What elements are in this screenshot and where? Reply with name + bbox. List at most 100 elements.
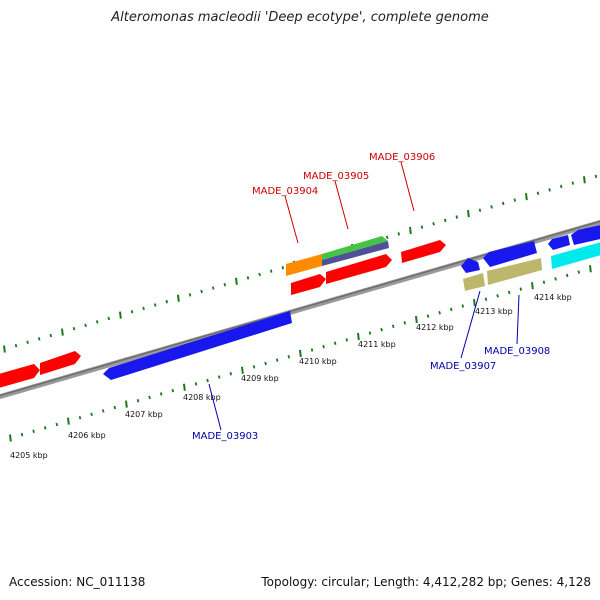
kbp-label: 4211 kbp [358,340,396,349]
tick-minor [559,184,563,189]
gene-arrow-made-03905-b[interactable] [322,241,389,266]
gene-label-made-03905[interactable]: MADE_03905 [303,171,369,182]
tick-minor [211,286,215,290]
kbp-label: 4209 kbp [241,374,279,383]
tick-minor [275,358,279,362]
tick-major [473,298,476,307]
tick-major [357,332,360,341]
tick-minor [113,405,117,410]
tick-major [125,400,128,408]
gene-arrow[interactable] [40,351,81,375]
tick-major [525,193,528,201]
tick-minor [438,311,441,315]
tick-minor [403,321,407,325]
gene-arrow-made-03908[interactable] [487,258,542,285]
tick-minor [519,287,523,291]
tick-major [409,226,412,235]
tick-minor [188,293,192,297]
gene-label-made-03906[interactable]: MADE_03906 [369,152,435,163]
tick-major [61,328,64,336]
genome-summary-text: Topology: circular; Length: 4,412,282 bp… [261,575,591,589]
kbp-label: 4207 kbp [125,410,163,419]
tick-major [415,315,418,324]
gene-arrow[interactable] [0,364,40,389]
tick-minor [229,371,233,376]
tick-minor [130,310,134,314]
gene-arrow[interactable] [291,274,326,295]
tick-minor [43,426,47,430]
gene-arrow[interactable] [571,224,600,245]
tick-minor [258,272,261,277]
tick-minor [484,297,488,301]
gene-arrow-made-03905-a[interactable] [322,236,388,260]
kbp-label: 4210 kbp [299,357,337,366]
tick-minor [95,320,99,324]
tick-minor [153,303,157,307]
accession-text: Accession: NC_011138 [9,575,146,589]
tick-minor [571,181,575,185]
tick-minor [72,326,76,331]
tick-minor [200,289,203,294]
tick-minor [385,235,389,240]
tick-minor [443,218,447,223]
tick-minor [287,355,291,359]
tick-minor [577,270,581,274]
gene-arrow[interactable] [326,254,392,284]
gene-arrow[interactable] [463,273,485,291]
gene-arrow[interactable] [548,235,570,250]
tick-major [183,383,186,391]
label-leaders [208,161,520,431]
gene-arrow[interactable] [551,241,600,269]
tick-minor [507,290,511,295]
gene-arrow-made-03906[interactable] [401,240,446,263]
tick-minor [554,277,557,281]
tick-major [589,265,592,273]
tick-minor [490,205,493,209]
tick-minor [565,273,569,278]
gene-label-made-03908[interactable]: MADE_03908 [484,346,550,357]
gene-label-made-03907[interactable]: MADE_03907 [430,361,496,372]
tick-minor [217,375,221,379]
gene-label-made-03903[interactable]: MADE_03903 [192,431,258,442]
tick-minor [78,415,82,420]
kbp-label: 4206 kbp [68,431,106,440]
tick-minor [548,188,551,192]
kbp-label: 4205 kbp [10,451,48,460]
tick-minor [159,392,163,396]
tick-minor [55,422,59,427]
tick-minor [513,198,517,202]
tick-row-lower [9,265,592,442]
kbp-label: 4214 kbp [534,293,572,302]
gene-arrow-made-03903[interactable] [103,311,292,380]
tick-major [177,294,180,302]
gene-labels: MADE_03904 MADE_03905 MADE_03906 MADE_03… [192,152,550,442]
tick-minor [246,276,250,280]
tick-minor [496,294,499,298]
tick-minor [345,338,349,342]
tick-minor [49,333,53,338]
tick-minor [432,222,435,226]
tick-minor [455,215,459,219]
tick-major [583,176,586,184]
kbp-label: 4208 kbp [183,393,221,402]
tick-minor [142,306,145,311]
tick-minor [148,395,151,400]
tick-minor [449,307,453,312]
tick-major [9,434,12,442]
tick-minor [171,388,175,393]
gene-arrow-made-03907[interactable] [461,258,480,273]
gene-arrow-made-03904[interactable] [286,254,322,276]
gene-arrow[interactable] [483,241,537,267]
tick-minor [542,280,546,285]
tick-minor [252,365,256,369]
tick-major [67,417,70,425]
tick-minor [310,348,314,352]
tick-major [467,209,470,218]
gene-label-made-03904[interactable]: MADE_03904 [252,186,318,197]
tick-minor [206,378,209,383]
tick-minor [20,432,24,437]
tick-minor [269,269,273,273]
tick-major [3,345,6,353]
kbp-label: 4213 kbp [475,307,513,316]
